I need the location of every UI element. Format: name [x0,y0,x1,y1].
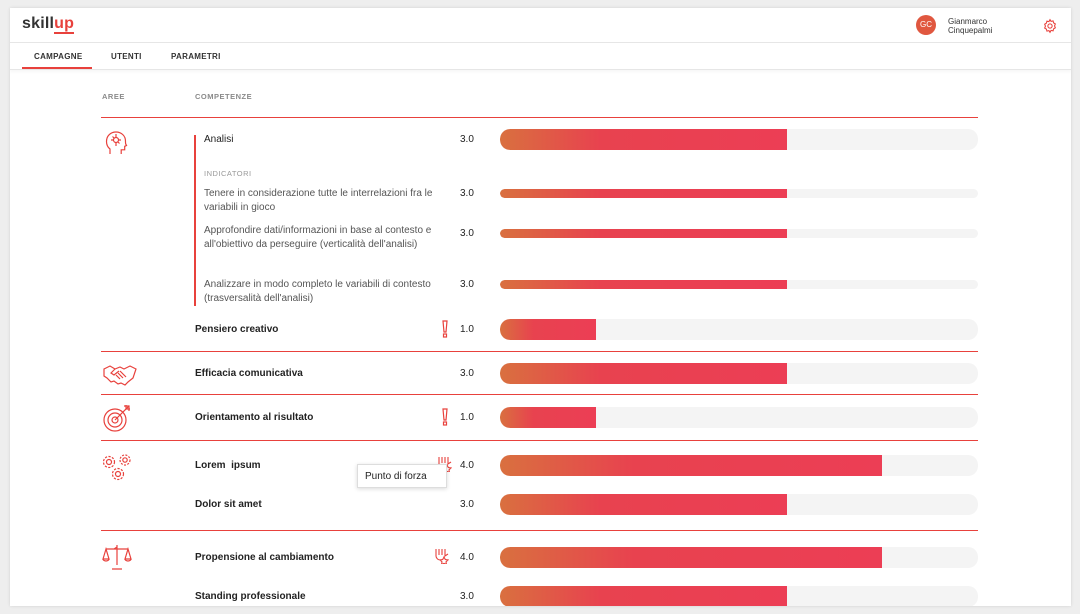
column-header-areas: AREE [102,92,125,101]
score-bar-fill [500,280,787,289]
strength-icon[interactable] [435,548,449,564]
score-bar-fill [500,363,787,384]
score-bar-fill [500,455,883,476]
indicator-score: 3.0 [460,188,474,199]
competence-score: 3.0 [460,368,474,379]
competence-score: 4.0 [460,460,474,471]
score-bar-fill [500,494,787,515]
gears-icon [102,454,131,481]
indicator-score: 3.0 [460,279,474,290]
warning-icon[interactable] [441,408,449,426]
warning-icon[interactable] [441,320,449,338]
brain-head-icon [105,131,128,154]
score-bar [500,189,978,198]
tab-bar: CAMPAGNE UTENTI PARAMETRI [10,43,1071,70]
score-bar [500,129,978,150]
score-bar-fill [500,407,596,428]
competence-label: Dolor sit amet [195,499,262,510]
active-tab-indicator [22,67,92,69]
indicator-score: 3.0 [460,228,474,239]
competence-label: Analisi [204,134,234,145]
strength-tooltip: Punto di forza [357,464,447,488]
score-bar [500,280,978,289]
column-header-competences: COMPETENZE [195,92,253,101]
competence-label: Efficacia comunicativa [195,368,303,379]
tab-utenti[interactable]: UTENTI [111,52,142,61]
top-bar: skillup GC Gianmarco Cinquepalmi [10,8,1071,43]
competence-score: 4.0 [460,552,474,563]
section-divider [101,117,978,118]
indicators-bracket [194,135,196,306]
indicators-heading: INDICATORI [204,169,252,178]
competence-score: 3.0 [460,499,474,510]
target-icon [103,405,130,432]
score-bar [500,407,978,428]
score-bar-fill [500,586,787,606]
indicator-label: Approfondire dati/informazioni in base a… [204,225,432,250]
score-bar [500,586,978,606]
score-bar [500,494,978,515]
user-name[interactable]: Gianmarco Cinquepalmi [948,17,993,35]
section-divider [101,440,978,441]
score-bar-fill [500,129,787,150]
competence-label: Lorem ipsum [195,460,261,471]
app-window: skillup GC Gianmarco Cinquepalmi CAMPAGN… [10,8,1071,606]
section-divider [101,351,978,352]
competence-score: 1.0 [460,412,474,423]
competence-score: 1.0 [460,324,474,335]
avatar[interactable]: GC [916,15,936,35]
settings-gear-icon[interactable] [1042,18,1058,34]
score-bar-fill [500,547,883,568]
indicator-label: Tenere in considerazione tutte le interr… [204,188,433,213]
indicator-label: Analizzare in modo completo le variabili… [204,279,431,304]
competence-label: Propensione al cambiamento [195,552,334,563]
competence-score: 3.0 [460,134,474,145]
score-bar-fill [500,189,787,198]
competence-label: Pensiero creativo [195,324,279,335]
score-bar-fill [500,319,596,340]
scales-icon [102,545,132,570]
tab-parametri[interactable]: PARAMETRI [171,52,221,61]
section-divider [101,530,978,531]
section-divider [101,394,978,395]
competence-label: Orientamento al risultato [195,412,314,423]
score-bar [500,319,978,340]
app-logo[interactable]: skillup [22,15,75,34]
score-bar [500,363,978,384]
score-bar-fill [500,229,787,238]
competence-label: Standing professionale [195,591,306,602]
score-bar [500,455,978,476]
handshake-icon [103,365,137,386]
tab-campagne[interactable]: CAMPAGNE [34,52,83,61]
score-bar [500,547,978,568]
competence-score: 3.0 [460,591,474,602]
score-bar [500,229,978,238]
